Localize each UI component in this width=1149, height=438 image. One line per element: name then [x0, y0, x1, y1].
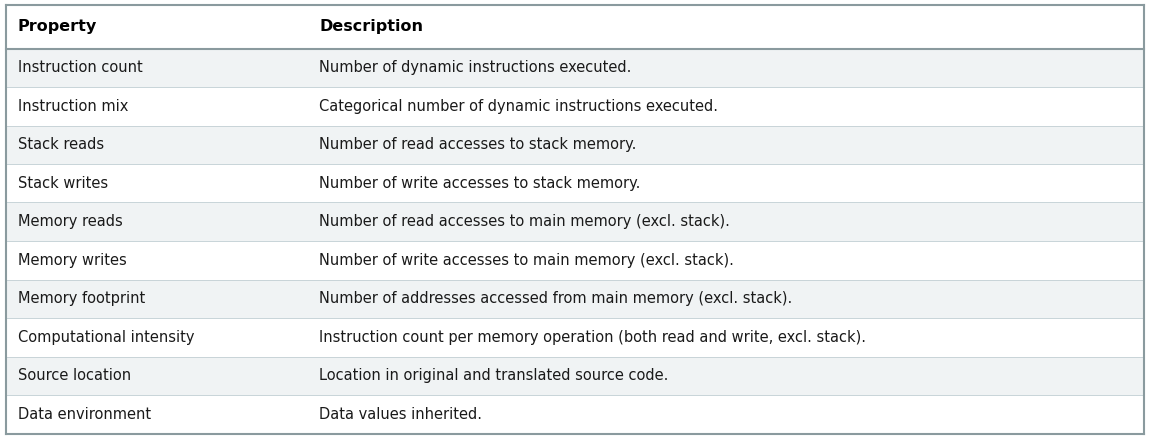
Bar — [6, 4, 1143, 49]
Text: Number of write accesses to main memory (excl. stack).: Number of write accesses to main memory … — [319, 253, 734, 268]
Text: Memory writes: Memory writes — [17, 253, 126, 268]
Text: Number of write accesses to stack memory.: Number of write accesses to stack memory… — [319, 176, 640, 191]
Bar — [6, 49, 1143, 87]
Bar — [6, 126, 1143, 164]
Text: Stack reads: Stack reads — [17, 137, 103, 152]
Text: Number of read accesses to main memory (excl. stack).: Number of read accesses to main memory (… — [319, 214, 730, 229]
Bar — [6, 164, 1143, 202]
Text: Memory reads: Memory reads — [17, 214, 122, 229]
Bar — [6, 395, 1143, 434]
Text: Memory footprint: Memory footprint — [17, 291, 145, 306]
Text: Computational intensity: Computational intensity — [17, 330, 194, 345]
Text: Data environment: Data environment — [17, 407, 151, 422]
Text: Instruction count: Instruction count — [17, 60, 142, 75]
Text: Description: Description — [319, 19, 423, 34]
Bar — [6, 279, 1143, 318]
Text: Instruction mix: Instruction mix — [17, 99, 128, 114]
Text: Data values inherited.: Data values inherited. — [319, 407, 483, 422]
Bar — [6, 241, 1143, 279]
Bar — [6, 202, 1143, 241]
Text: Categorical number of dynamic instructions executed.: Categorical number of dynamic instructio… — [319, 99, 718, 114]
Text: Source location: Source location — [17, 368, 131, 383]
Text: Number of addresses accessed from main memory (excl. stack).: Number of addresses accessed from main m… — [319, 291, 793, 306]
Bar — [6, 357, 1143, 395]
Text: Number of dynamic instructions executed.: Number of dynamic instructions executed. — [319, 60, 632, 75]
Text: Instruction count per memory operation (both read and write, excl. stack).: Instruction count per memory operation (… — [319, 330, 866, 345]
Text: Location in original and translated source code.: Location in original and translated sour… — [319, 368, 669, 383]
Text: Number of read accesses to stack memory.: Number of read accesses to stack memory. — [319, 137, 637, 152]
Text: Stack writes: Stack writes — [17, 176, 108, 191]
Text: Property: Property — [17, 19, 97, 34]
Bar — [6, 87, 1143, 126]
Bar — [6, 318, 1143, 357]
